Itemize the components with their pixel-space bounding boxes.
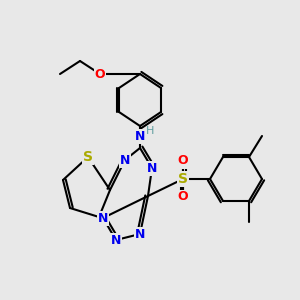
- Text: S: S: [83, 150, 93, 164]
- Text: O: O: [178, 190, 188, 203]
- Text: N: N: [120, 154, 130, 166]
- Text: O: O: [95, 68, 105, 80]
- Text: N: N: [135, 130, 145, 142]
- Text: H: H: [146, 126, 154, 136]
- Text: N: N: [98, 212, 108, 224]
- Text: N: N: [135, 227, 145, 241]
- Text: N: N: [147, 161, 157, 175]
- Text: O: O: [178, 154, 188, 167]
- Text: S: S: [178, 172, 188, 186]
- Text: N: N: [111, 233, 121, 247]
